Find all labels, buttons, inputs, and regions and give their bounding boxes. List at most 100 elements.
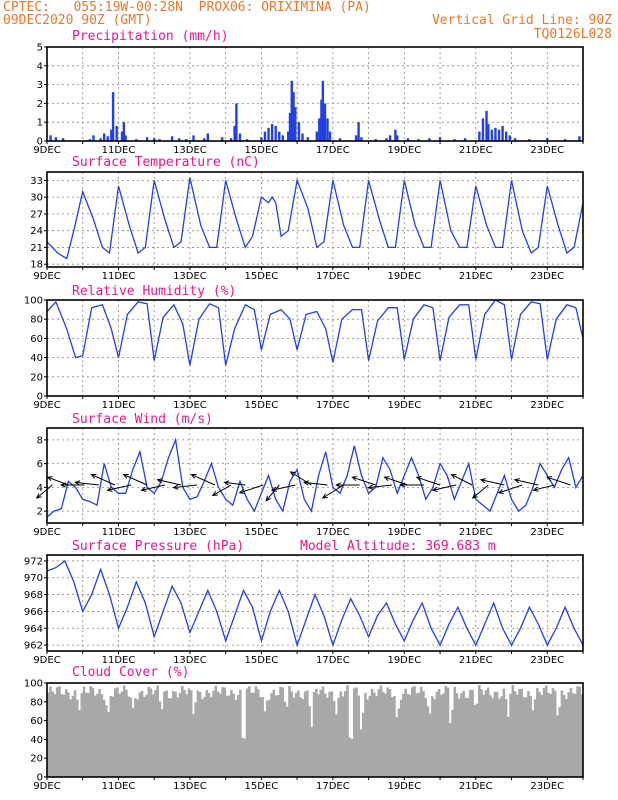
precip-bar [185, 139, 188, 141]
cloud-bar [565, 699, 568, 777]
cloud-bar [96, 693, 99, 777]
cloud-bar [140, 690, 144, 777]
cloud-bar [122, 685, 126, 777]
x-tick-label: 11DEC [102, 145, 136, 156]
precip-bar [487, 124, 490, 141]
cloud-bar [411, 687, 414, 777]
cloud-bar [375, 696, 378, 777]
wind-arrowhead [479, 478, 486, 484]
y-tick-label: 30 [30, 193, 43, 204]
wind-vector [107, 484, 132, 491]
cloud-bar [301, 698, 305, 777]
cloud-bar [348, 737, 352, 777]
series-line [46, 177, 584, 260]
cloud-bar [93, 695, 97, 777]
wind-vector [498, 484, 523, 494]
cloud-bar [109, 695, 113, 777]
precip-bar [49, 135, 52, 141]
cloud-bar [540, 694, 544, 777]
rh-title: Relative Humidity (%) [72, 284, 237, 299]
x-tick-label: 13DEC [173, 781, 207, 792]
precip-bar [578, 136, 581, 141]
precip-bar [504, 131, 508, 141]
x-tick-label: 13DEC [173, 271, 207, 282]
cloud-bar [489, 695, 492, 777]
wind-arrowhead [513, 478, 520, 484]
x-tick-label: 11DEC [102, 655, 136, 666]
wind-vector [352, 476, 376, 486]
precip-bar [274, 125, 277, 141]
cloud-bar [413, 686, 416, 777]
precip-bar [453, 139, 456, 141]
wind-arrowhead [211, 490, 218, 496]
x-tick-label: 9DEC [33, 400, 60, 411]
precip-bar [428, 138, 431, 141]
cloud-bar [127, 696, 130, 777]
cloud-bar [377, 689, 381, 777]
cloud-bar [571, 693, 575, 777]
cloud-bar [256, 689, 260, 777]
cloud-bar [408, 695, 412, 777]
wind-vector [514, 479, 539, 486]
cloud-bar [344, 691, 347, 777]
cloud-bar [542, 687, 546, 777]
wind-arrowhead [497, 488, 504, 494]
precip-bar [494, 127, 497, 141]
cloud-bar [192, 714, 195, 777]
wind-vector [271, 484, 296, 491]
y-tick-label: 0 [37, 392, 43, 403]
cloud-bar [145, 694, 148, 777]
cloud-bar [498, 698, 501, 777]
precip-bar [385, 138, 388, 141]
cloud-bar [399, 699, 403, 777]
precip-bar [297, 122, 301, 141]
wind-vector [141, 484, 166, 491]
cloud-bar [449, 723, 452, 777]
cloud-bar [49, 686, 52, 777]
x-tick-label: 13DEC [173, 400, 207, 411]
wind-vector [212, 484, 232, 496]
cloud-bar [491, 698, 494, 777]
cloud-bar [361, 712, 365, 777]
precip-bar [135, 139, 138, 141]
x-tick-label: 19DEC [387, 271, 421, 282]
wind-arrowhead [122, 473, 129, 479]
cloud-bar [373, 692, 376, 777]
cloud-bar [294, 693, 298, 777]
cloud-bar [562, 695, 566, 777]
y-tick-label: 8 [37, 435, 43, 446]
cloud-bar [218, 693, 222, 777]
precip-bar [238, 133, 242, 141]
x-tick-label: 23DEC [530, 400, 564, 411]
precip-bar [395, 135, 399, 141]
wind-vector [75, 481, 99, 486]
cloud-bar [60, 694, 63, 777]
precip-bar [106, 136, 109, 141]
cloud-bar [201, 699, 204, 777]
cloud-bar [350, 738, 354, 777]
cloud-bar [440, 694, 443, 777]
cloud-bar [406, 693, 410, 777]
wind-arrowhead [335, 482, 341, 488]
cloud-bar [431, 696, 434, 777]
cloud-bar [529, 695, 532, 777]
series-line [46, 559, 584, 648]
cloud-bar [174, 691, 177, 777]
cloud-bar [160, 709, 164, 777]
cloud-bar [310, 727, 314, 777]
wind-arrowhead [383, 476, 390, 482]
cloud-bar [225, 695, 229, 777]
wind-arrowhead [367, 484, 374, 490]
cloud-bar [64, 689, 68, 777]
cloud-bar [547, 692, 550, 777]
precip-bar [229, 138, 233, 141]
cloud-bar [105, 705, 108, 777]
panel-frame [46, 171, 584, 268]
precip-bar [301, 133, 304, 141]
cloud-bar [292, 697, 296, 777]
header-date: 09DEC2020 90Z (GMT) [3, 13, 152, 28]
precip-bar [357, 122, 360, 141]
precip-bar [354, 135, 358, 141]
panel-0: 0 1 2 3 4 5 9DEC 11DEC 13DEC 15DEC 17DEC 19DEC 21DEC… [33, 43, 584, 156]
wind-arrowhead [35, 493, 42, 499]
